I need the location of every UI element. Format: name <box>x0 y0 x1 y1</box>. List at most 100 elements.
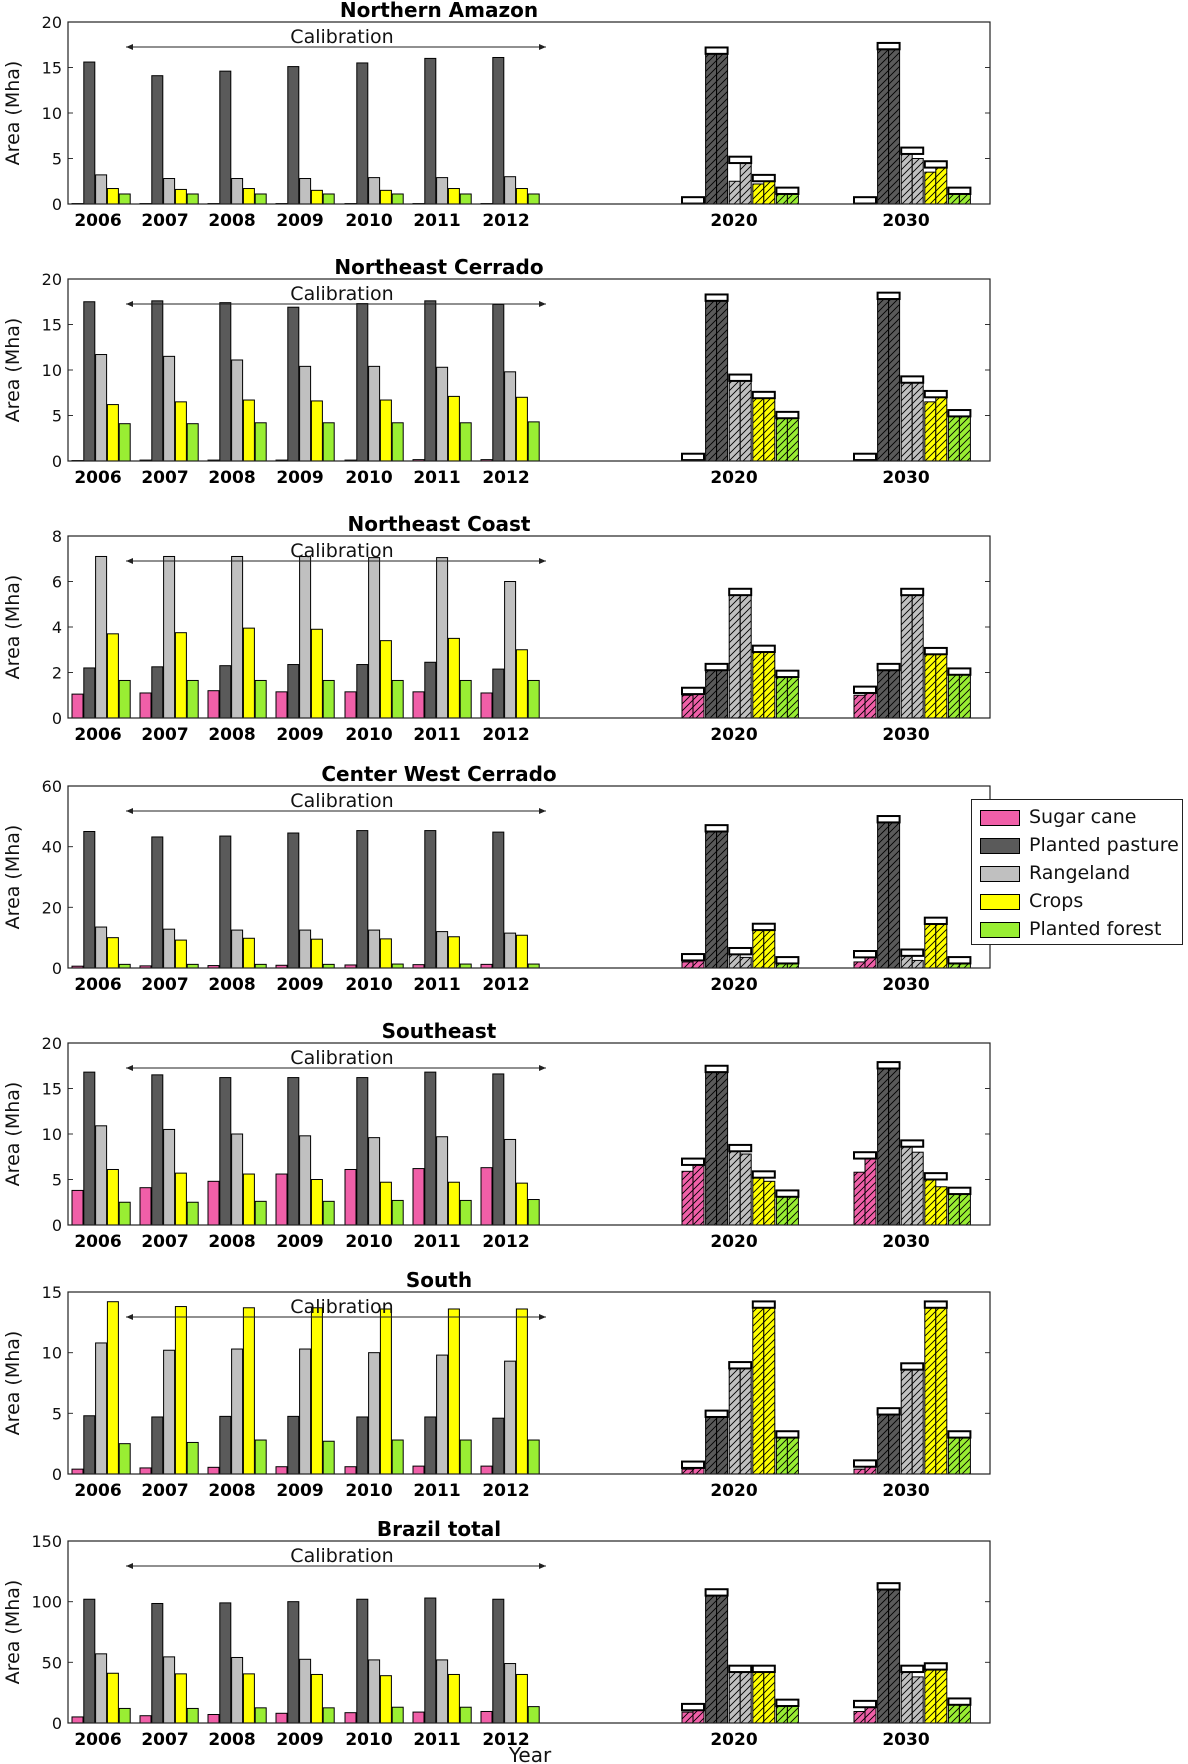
uncertainty-box <box>728 587 753 597</box>
projection-hatch <box>877 299 889 461</box>
bar <box>391 1199 404 1226</box>
projection-hatch <box>854 1172 865 1225</box>
bar <box>447 1673 460 1724</box>
bar <box>391 422 404 462</box>
bar <box>207 1714 220 1724</box>
bar <box>447 936 460 969</box>
legend-item: Sugar cane <box>972 804 1182 832</box>
x-tick-label: 2011 <box>413 1232 460 1252</box>
y-tick-label: 40 <box>42 838 62 857</box>
projection-hatch <box>948 193 960 204</box>
projection-hatch <box>693 1164 704 1225</box>
bar <box>515 934 528 969</box>
bar <box>379 1308 392 1475</box>
projection-hatch <box>729 595 741 718</box>
uncertainty-box <box>775 956 800 965</box>
projection-hatch <box>729 1672 741 1723</box>
bar <box>219 1077 232 1226</box>
y-axis-label: Area (Mha) <box>2 575 24 680</box>
bar <box>219 1415 232 1475</box>
projection-hatch <box>935 397 947 461</box>
bar <box>174 1673 187 1724</box>
bar <box>412 691 425 719</box>
y-tick-label: 10 <box>42 1344 62 1363</box>
bar <box>322 1707 335 1724</box>
uncertainty-box <box>947 409 972 418</box>
bar <box>344 1712 357 1724</box>
bar <box>379 189 392 205</box>
bar <box>322 1200 335 1226</box>
projection-hatch <box>705 300 717 461</box>
uncertainty-box <box>876 815 901 824</box>
projection-hatch <box>935 1307 947 1474</box>
y-axis-label: Area (Mha) <box>2 61 24 166</box>
uncertainty-box <box>876 1407 901 1416</box>
bar <box>391 679 404 719</box>
bar <box>287 66 300 205</box>
calibration-arrowhead-left <box>126 1314 133 1320</box>
x-tick-label: 2012 <box>482 975 529 995</box>
bar <box>368 929 381 969</box>
projection-hatch <box>740 163 752 204</box>
bar <box>95 1342 108 1475</box>
bar <box>504 371 517 462</box>
uncertainty-box <box>853 1699 877 1709</box>
bar <box>527 1439 540 1475</box>
bar <box>436 1136 449 1226</box>
projection-hatch <box>935 654 947 718</box>
bar <box>424 57 437 205</box>
projection-hatch <box>705 831 717 968</box>
bar <box>492 1598 505 1724</box>
bar <box>163 555 176 719</box>
y-tick-label: 0 <box>52 195 62 214</box>
projection-hatch <box>888 1589 900 1723</box>
bar <box>527 1706 540 1724</box>
bar <box>527 1199 540 1226</box>
y-axis-label: Area (Mha) <box>2 1580 24 1685</box>
y-tick-label: 20 <box>42 270 62 289</box>
uncertainty-box <box>876 291 901 301</box>
uncertainty-box <box>947 956 972 965</box>
x-tick-label: 2009 <box>276 1481 323 1501</box>
x-tick-label: 2020 <box>710 211 757 231</box>
y-tick-label: 0 <box>52 1714 62 1733</box>
uncertainty-box <box>775 186 800 195</box>
x-tick-label: 2010 <box>345 975 392 995</box>
legend-label: Planted pasture <box>1029 834 1179 856</box>
bar <box>310 1179 323 1226</box>
projection-hatch <box>912 158 924 204</box>
uncertainty-box <box>900 1139 925 1148</box>
projection-hatch <box>935 167 947 204</box>
y-tick-label: 2 <box>52 664 62 683</box>
projection-hatch <box>959 1194 971 1225</box>
calibration-arrowhead-right <box>539 808 546 814</box>
bar <box>287 664 300 719</box>
uncertainty-box <box>900 146 925 155</box>
bar <box>310 1673 323 1724</box>
y-tick-label: 0 <box>52 1216 62 1235</box>
legend-item: Crops <box>972 888 1182 916</box>
bar <box>412 1168 425 1226</box>
projection-hatch <box>705 1595 717 1723</box>
projection-hatch <box>729 380 741 461</box>
legend-label: Rangeland <box>1029 862 1131 884</box>
calibration-label: Calibration <box>290 1047 393 1069</box>
bar <box>174 401 187 462</box>
projection-hatch <box>901 1672 913 1723</box>
bar <box>492 831 505 969</box>
legend-swatch <box>980 894 1020 910</box>
bar <box>242 188 255 205</box>
uncertainty-box <box>923 916 948 926</box>
bar <box>118 423 131 462</box>
bar <box>151 1074 164 1226</box>
bar <box>207 1180 220 1226</box>
bar <box>163 1128 176 1226</box>
projection-hatch <box>763 1181 775 1225</box>
bar <box>368 1352 381 1475</box>
bar <box>287 1601 300 1724</box>
y-tick-label: 20 <box>42 898 62 917</box>
bar <box>344 691 357 719</box>
bar <box>219 665 232 719</box>
y-axis-label: Area (Mha) <box>2 1082 24 1187</box>
uncertainty-box <box>853 685 877 694</box>
